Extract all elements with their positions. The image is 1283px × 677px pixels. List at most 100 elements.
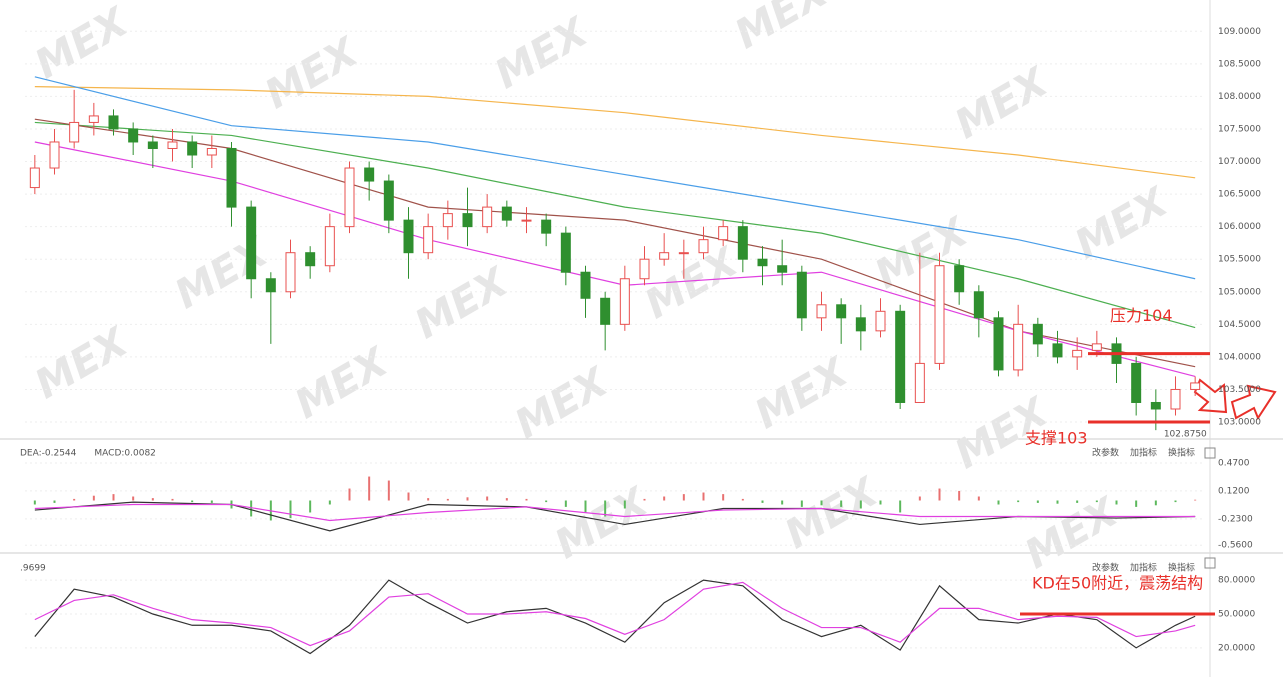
kd-annotation: KD在50附近，震荡结构 bbox=[1032, 574, 1203, 593]
y-tick-label: 20.0000 bbox=[1218, 643, 1255, 653]
candle-body bbox=[69, 121, 80, 143]
candle-body bbox=[934, 265, 945, 364]
candle-body bbox=[875, 310, 886, 332]
candle-body bbox=[1052, 343, 1063, 358]
candle-body bbox=[167, 141, 178, 149]
candle-body bbox=[639, 258, 650, 280]
y-tick-label: 106.0000 bbox=[1218, 222, 1261, 232]
watermark: MEX bbox=[288, 338, 398, 428]
arrow-icon bbox=[1230, 384, 1277, 421]
candle-body bbox=[49, 141, 60, 169]
y-tick-label: 105.5000 bbox=[1218, 255, 1261, 265]
legend-text: DEA:-0.2544 bbox=[20, 449, 77, 459]
legend-text: MACD:0.0082 bbox=[94, 449, 156, 459]
y-tick-label: -0.5600 bbox=[1218, 541, 1253, 551]
candle-body bbox=[895, 310, 906, 403]
indicator-button[interactable]: 改参数 bbox=[1092, 447, 1119, 459]
candle-body bbox=[285, 252, 296, 293]
candle-body bbox=[364, 167, 375, 182]
candle-body bbox=[836, 304, 847, 319]
candle-body bbox=[462, 213, 473, 228]
candle-body bbox=[777, 265, 788, 273]
candle-body bbox=[324, 226, 335, 267]
watermark: MEX bbox=[508, 358, 618, 448]
level-label: 支撑103 bbox=[1025, 429, 1088, 448]
macd-line bbox=[34, 503, 1196, 522]
candle-body bbox=[206, 147, 217, 156]
y-tick-label: 103.0000 bbox=[1218, 418, 1261, 428]
candle-body bbox=[29, 167, 40, 189]
candle-body bbox=[187, 141, 198, 156]
close-box[interactable] bbox=[1204, 447, 1216, 459]
candle-body bbox=[560, 232, 571, 273]
y-tick-label: 107.5000 bbox=[1218, 124, 1261, 134]
y-tick-label: 80.0000 bbox=[1218, 576, 1255, 586]
candle-body bbox=[521, 219, 532, 222]
candle-body bbox=[619, 278, 630, 325]
indicator-button[interactable]: 改参数 bbox=[1092, 562, 1119, 574]
candle-body bbox=[855, 317, 866, 332]
candle-body bbox=[128, 128, 139, 143]
candle-body bbox=[718, 226, 729, 241]
watermark: MEX bbox=[548, 478, 658, 568]
watermark: MEX bbox=[28, 0, 138, 88]
candle-body bbox=[914, 362, 925, 403]
candle-body bbox=[698, 239, 709, 254]
candle-body bbox=[737, 226, 748, 260]
candle-body bbox=[993, 317, 1004, 371]
candle-body bbox=[1032, 323, 1043, 345]
indicator-button[interactable]: 换指标 bbox=[1168, 562, 1195, 574]
candle-body bbox=[796, 271, 807, 319]
candle-body bbox=[678, 252, 689, 255]
candle-body bbox=[1091, 343, 1102, 351]
y-tick-label: 107.0000 bbox=[1218, 157, 1261, 167]
y-tick-label: 104.0000 bbox=[1218, 352, 1261, 362]
y-tick-label: 104.5000 bbox=[1218, 320, 1261, 330]
candle-body bbox=[1170, 388, 1181, 410]
y-tick-label: 108.5000 bbox=[1218, 59, 1261, 69]
candle-body bbox=[383, 180, 394, 221]
watermark: MEX bbox=[748, 348, 858, 438]
candle-body bbox=[954, 265, 965, 293]
candle-body bbox=[147, 141, 158, 149]
candle-body bbox=[88, 115, 99, 123]
y-tick-label: 103.5000 bbox=[1218, 385, 1261, 395]
kd-line bbox=[34, 581, 1196, 647]
candle-body bbox=[482, 206, 493, 228]
candle-body bbox=[580, 271, 591, 299]
y-tick-label: 0.4700 bbox=[1218, 458, 1250, 468]
moving-average bbox=[34, 86, 1196, 179]
watermark: MEX bbox=[168, 228, 278, 318]
candle-body bbox=[541, 219, 552, 234]
indicator-button[interactable]: 加指标 bbox=[1130, 562, 1157, 574]
indicator-button[interactable]: 换指标 bbox=[1168, 447, 1195, 459]
candle-body bbox=[1131, 362, 1142, 403]
arrow-icon bbox=[1193, 378, 1228, 414]
y-tick-label: 106.5000 bbox=[1218, 190, 1261, 200]
y-tick-label: 108.0000 bbox=[1218, 92, 1261, 102]
legend-text: .9699 bbox=[20, 564, 46, 574]
candle-body bbox=[423, 226, 434, 254]
indicator-button[interactable]: 加指标 bbox=[1130, 447, 1157, 459]
level-label: 压力104 bbox=[1110, 306, 1173, 325]
candle-body bbox=[1150, 401, 1161, 410]
moving-average bbox=[34, 76, 1196, 280]
close-box[interactable] bbox=[1204, 557, 1216, 569]
y-tick-label: 50.0000 bbox=[1218, 610, 1255, 620]
candle-body bbox=[757, 258, 768, 267]
watermark: MEX bbox=[28, 318, 138, 408]
y-tick-label: 109.0000 bbox=[1218, 27, 1261, 37]
moving-average bbox=[34, 121, 1196, 329]
candle-body bbox=[305, 252, 316, 267]
candle-body bbox=[226, 147, 237, 208]
watermark: MEX bbox=[488, 8, 598, 98]
candle-body bbox=[265, 278, 276, 293]
candle-body bbox=[403, 219, 414, 254]
candle-body bbox=[344, 167, 355, 228]
candle-body bbox=[501, 206, 512, 221]
watermark: MEX bbox=[778, 468, 888, 558]
candle-body bbox=[1190, 382, 1201, 390]
candle-body bbox=[442, 213, 453, 228]
low-label: 102.8750 bbox=[1164, 430, 1207, 440]
